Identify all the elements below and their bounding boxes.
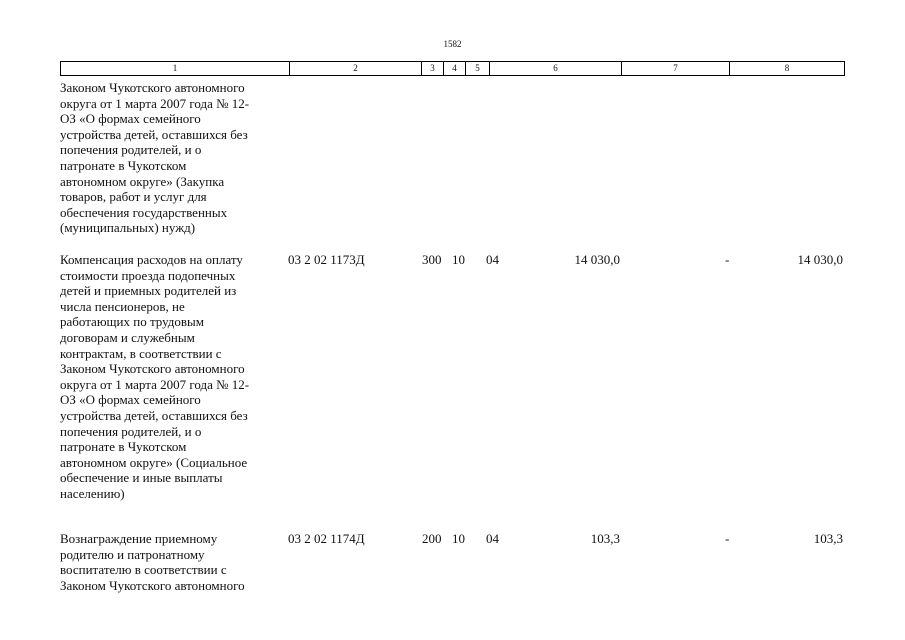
header-col-5: 5 (465, 62, 489, 75)
row-col-8: 14 030,0 (797, 252, 844, 267)
row-col-8: 103,3 (813, 531, 843, 546)
row-code: 03 2 02 1174Д (288, 531, 365, 546)
table-header-row: 1 2 3 4 5 6 7 8 (60, 61, 845, 76)
row-col-5: 04 (486, 252, 499, 267)
header-col-3: 3 (421, 62, 443, 75)
row-col-7: - (725, 531, 730, 546)
header-col-2: 2 (289, 62, 421, 75)
header-col-1: 1 (172, 63, 178, 73)
row-col-6: 14 030,0 (574, 252, 621, 267)
header-col-6: 6 (489, 62, 621, 75)
header-col-4: 4 (443, 62, 465, 75)
row-col-7: - (725, 252, 730, 267)
row-description: Вознаграждение приемному родителю и патр… (60, 531, 245, 593)
row-col-3: 300 (422, 252, 442, 267)
row-col-3: 200 (422, 531, 442, 546)
row-description: Компенсация расходов на оплату стоимости… (60, 252, 250, 501)
row-col-4: 10 (452, 531, 465, 546)
header-col-7: 7 (621, 62, 729, 75)
page-number: 1582 (443, 39, 462, 49)
row-col-5: 04 (486, 531, 499, 546)
row-description: Законом Чукотского автономного округа от… (60, 80, 250, 236)
header-col-8: 8 (729, 62, 844, 75)
row-col-6: 103,3 (590, 531, 620, 546)
row-code: 03 2 02 1173Д (288, 252, 365, 267)
row-col-4: 10 (452, 252, 465, 267)
